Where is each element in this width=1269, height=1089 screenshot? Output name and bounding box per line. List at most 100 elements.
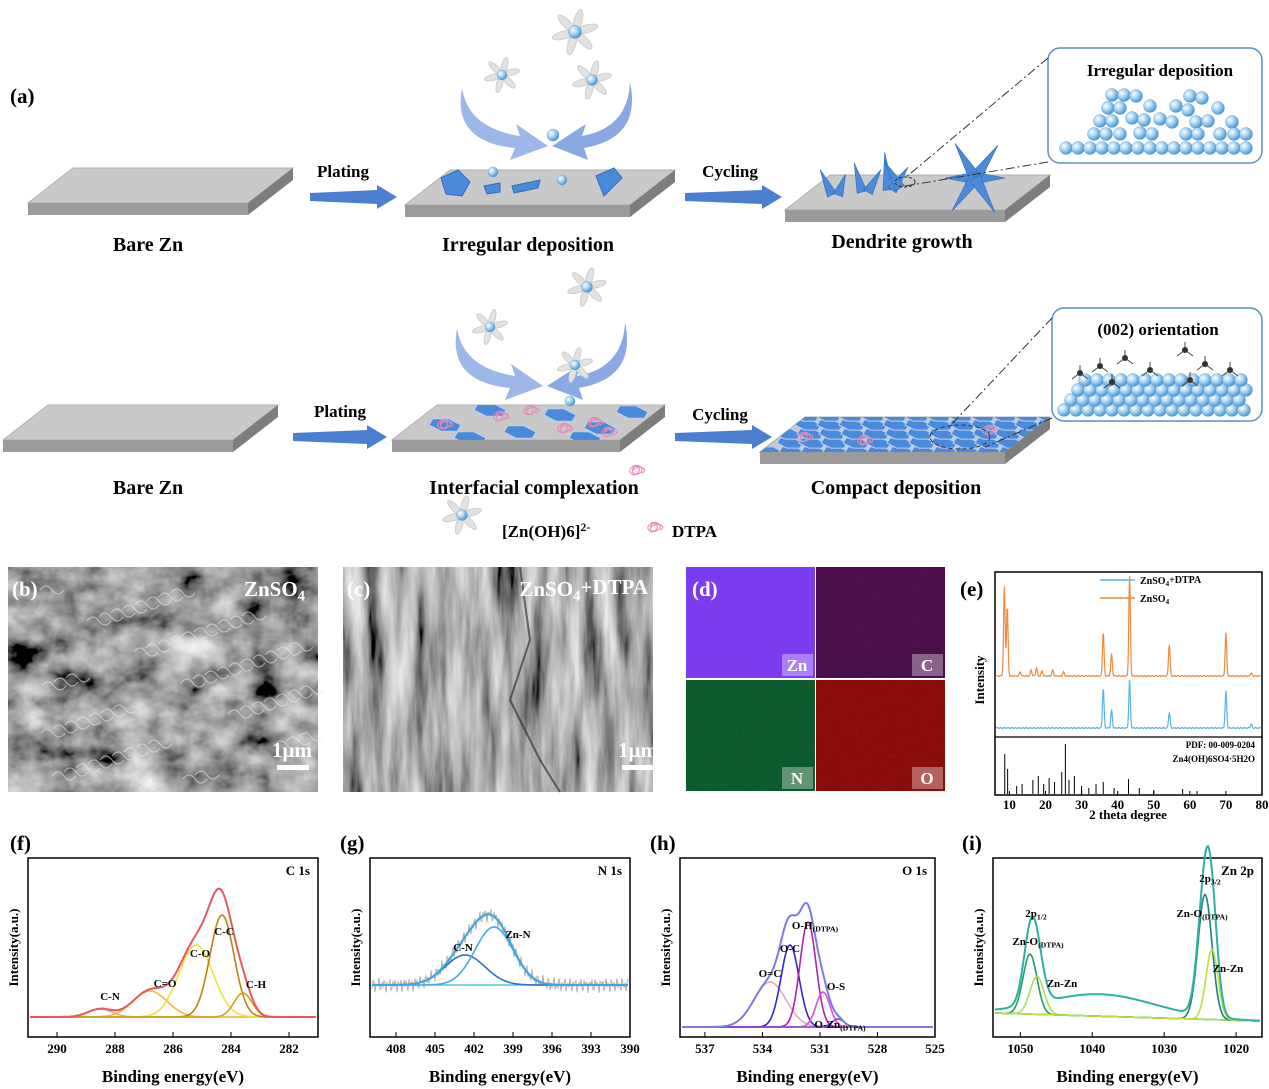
fitted-peak [372, 954, 628, 986]
y-axis-label: Intensity(a.u.) [348, 908, 363, 986]
xrd-curve [995, 576, 1261, 678]
scale-bar-label: 1μm [272, 738, 312, 762]
inset-title: (002) orientation [1097, 320, 1219, 339]
dtpa-molecule [857, 434, 874, 446]
text-subscript: 4 [1166, 598, 1170, 606]
text-subscript: (DTPA) [1202, 912, 1228, 921]
sem-flake [288, 642, 314, 652]
sem-flake [110, 608, 136, 618]
sphere [484, 321, 496, 333]
text-subscript: 4 [298, 588, 306, 604]
x-tick-label: 20 [1039, 797, 1052, 812]
sem-flake [263, 697, 289, 707]
fitted-peak [30, 992, 316, 1018]
peak-label: Zn-Zn [1047, 978, 1078, 990]
peak-label: C-H [246, 979, 267, 991]
sem-flake [239, 705, 265, 715]
peak-label: Zn-O(DTPA) [1012, 936, 1064, 949]
raw-spectrum [29, 887, 317, 1019]
dendrite [863, 169, 882, 195]
sphere [1181, 103, 1195, 117]
sphere [1105, 114, 1119, 128]
deposit [440, 169, 471, 197]
hexagon [968, 417, 996, 422]
scale-bar-label: 1μm [618, 738, 658, 762]
sem-flake [275, 693, 301, 703]
sphere [1179, 141, 1193, 155]
sem-flake [145, 643, 171, 653]
text-subscript: 3/2 [1211, 877, 1221, 886]
molecule-atom [1109, 379, 1115, 385]
stage-label: Compact deposition [811, 477, 982, 499]
sem-flake [182, 774, 208, 784]
panel-label: (e) [960, 577, 983, 601]
sphere [586, 74, 598, 86]
sem-label: ZnSO4 [244, 577, 306, 604]
text-main: ZnSO [1140, 594, 1166, 605]
deposit [483, 182, 501, 195]
reference-label: PDF: 00-009-0204 [1186, 740, 1256, 750]
sphere [1225, 115, 1239, 129]
substrate-side [233, 405, 278, 452]
molecule-atom [1187, 377, 1193, 383]
sphere [581, 281, 593, 293]
hexagon [1012, 417, 1040, 422]
scale-bar [277, 765, 309, 770]
spectrum-title: O 1s [902, 863, 927, 878]
sphere [568, 25, 582, 39]
sphere [1143, 99, 1157, 113]
sem-flake [170, 588, 196, 598]
x-tick-label: 284 [221, 1041, 241, 1056]
sem-flake [63, 767, 89, 777]
sem-flake [147, 739, 173, 749]
sphere [1162, 373, 1176, 387]
hexagon [615, 405, 649, 419]
text-main: 2p [1199, 873, 1211, 885]
panel-label: (g) [340, 831, 365, 855]
sphere [1169, 99, 1183, 113]
dtpa-molecule [437, 418, 454, 430]
sphere [1227, 127, 1241, 141]
sphere [1179, 127, 1193, 141]
text-main: ZnSO [519, 577, 573, 601]
stage-label: Dendrite growth [831, 231, 972, 253]
inset [1051, 307, 1263, 422]
text-main: 2p [1025, 908, 1037, 920]
x-tick-label: 405 [425, 1041, 445, 1056]
sphere [1117, 88, 1131, 102]
sphere [1203, 141, 1217, 155]
sphere [556, 174, 568, 186]
map-label: C [921, 656, 933, 675]
text-subscript: (DTPA) [813, 924, 839, 933]
hexagon [836, 417, 864, 422]
sem-flake [276, 646, 302, 656]
deposit [511, 179, 541, 194]
sem-flake [194, 770, 220, 780]
sem-flake [217, 619, 243, 629]
x-tick-label: 408 [386, 1041, 406, 1056]
sem-flake [87, 759, 113, 769]
peak-label: Zn-N [505, 929, 530, 941]
curved-arrow [460, 88, 548, 160]
stage-label: Interfacial complexation [429, 477, 638, 499]
hexagon [1042, 446, 1050, 452]
hexagon [428, 418, 462, 432]
envelope [994, 844, 1261, 1022]
text-subscript: 4 [573, 588, 581, 604]
sphere [1198, 373, 1212, 387]
sem-flake [123, 747, 149, 757]
hexagon [814, 417, 842, 422]
hexagon [990, 417, 1018, 422]
molecule-atom [1097, 363, 1103, 369]
hexagon [880, 417, 908, 422]
x-tick-label: 10 [1003, 797, 1016, 812]
zoom-region [894, 176, 916, 188]
x-tick-label: 1030 [1151, 1041, 1177, 1056]
fitted-peak [682, 991, 933, 1028]
dtpa-molecule [797, 431, 814, 443]
dendrite [853, 162, 868, 194]
legend-label: ZnSO4+DTPA [1140, 575, 1202, 588]
sem-flake [134, 600, 160, 610]
sem-flake [180, 678, 206, 688]
peak-label: C-O [190, 948, 211, 960]
